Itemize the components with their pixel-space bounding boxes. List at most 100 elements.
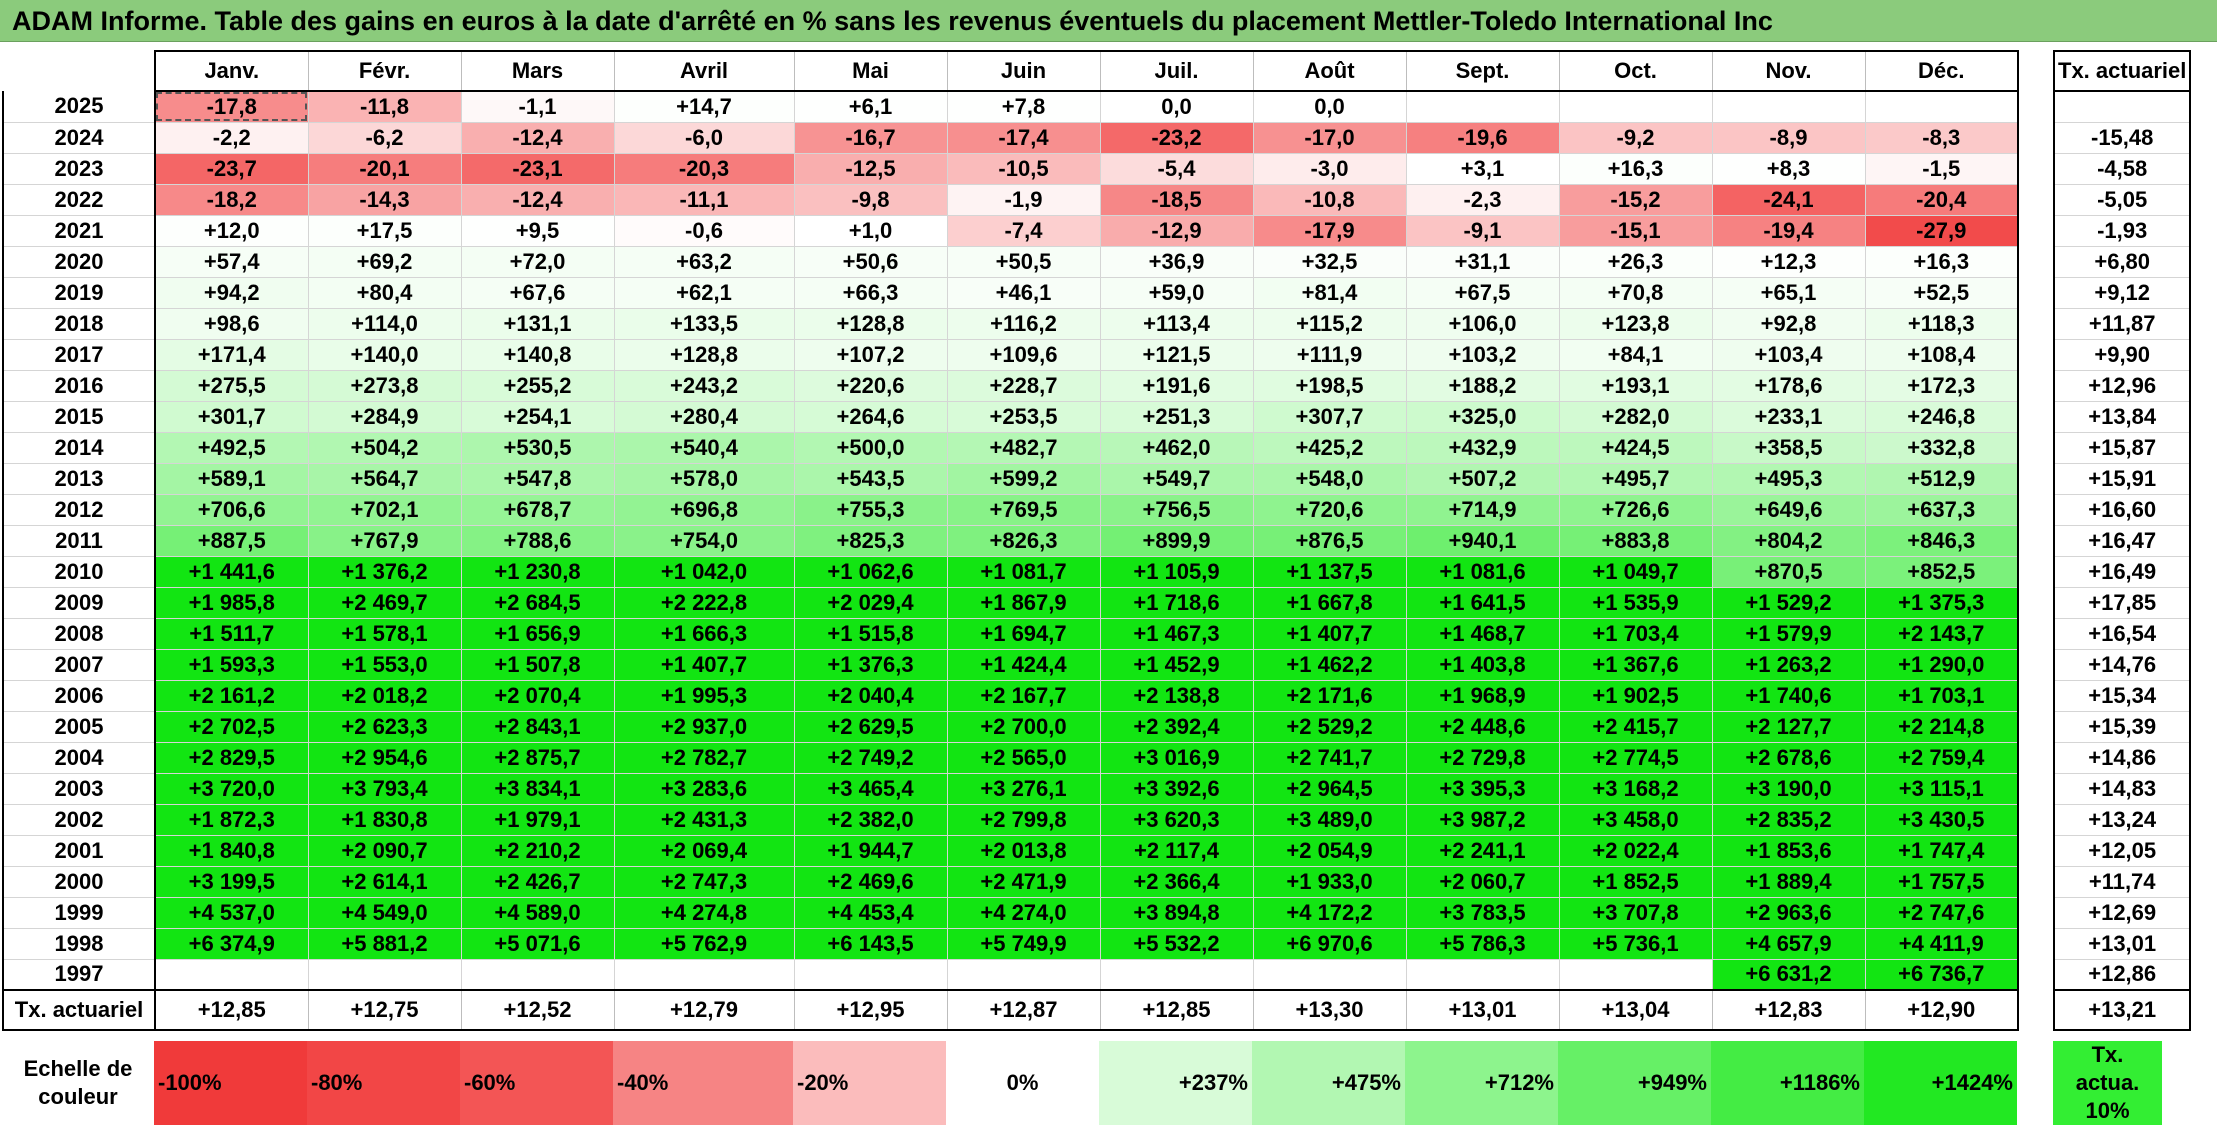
column-gap — [2018, 494, 2054, 525]
gain-cell: +1 853,6 — [1711, 835, 1866, 867]
gain-cell: +726,6 — [1558, 494, 1713, 526]
column-gap — [2018, 990, 2054, 1030]
gain-cell: +251,3 — [1099, 401, 1254, 433]
column-gap — [2018, 897, 2054, 928]
gain-cell: +14,7 — [613, 91, 795, 123]
gain-cell: +220,6 — [793, 370, 948, 402]
gain-cell: -2,2 — [154, 122, 309, 154]
year-cell: 2007 — [2, 649, 156, 681]
year-cell: 2017 — [2, 339, 156, 371]
gain-cell: +3 458,0 — [1558, 804, 1713, 836]
column-gap — [2018, 339, 2054, 370]
column-gap — [2018, 587, 2054, 618]
gain-cell: -19,4 — [1711, 215, 1866, 247]
legend-row: Echelle de couleur -100% -80% -60% -40% -20% 0… — [2, 1041, 2162, 1125]
gain-cell — [1405, 91, 1560, 123]
gain-cell: +301,7 — [154, 401, 309, 433]
annual-rate-cell: +15,87 — [2052, 432, 2192, 464]
gain-cell: +106,0 — [1405, 308, 1560, 340]
gain-cell: +767,9 — [307, 525, 462, 557]
year-cell: 2004 — [2, 742, 156, 774]
gain-cell: +432,9 — [1405, 432, 1560, 464]
gain-cell: +1 553,0 — [307, 649, 462, 681]
gain-cell: +804,2 — [1711, 525, 1866, 557]
legend-step: -100% — [154, 1041, 307, 1125]
gain-cell: +191,6 — [1099, 370, 1254, 402]
column-gap — [2018, 866, 2054, 897]
table-row: 2001 +1 840,8 +2 090,7 +2 210,2 +2 069,4 +1 9… — [2, 835, 2192, 867]
year-cell: 2013 — [2, 463, 156, 495]
legend-step: -80% — [307, 1041, 460, 1125]
column-gap — [2018, 773, 2054, 804]
gain-cell: +59,0 — [1099, 277, 1254, 309]
footer-rate-cell: +12,79 — [613, 989, 795, 1031]
gain-cell: +131,1 — [460, 308, 615, 340]
gain-cell: +72,0 — [460, 246, 615, 278]
month-header: Juil. — [1099, 50, 1254, 92]
gain-cell: +121,5 — [1099, 339, 1254, 371]
table-row: 2022 -18,2 -14,3 -12,4 -11,1 -9,8 -1,9 -18,5 -10… — [2, 184, 2192, 216]
gain-cell: +3 016,9 — [1099, 742, 1254, 774]
gain-cell: +4 172,2 — [1252, 897, 1407, 929]
annual-rate-cell: +14,83 — [2052, 773, 2192, 805]
annual-rate-cell: +16,49 — [2052, 556, 2192, 588]
annual-rate-cell: +13,84 — [2052, 401, 2192, 433]
gain-cell: +1 985,8 — [154, 587, 309, 619]
gain-cell: -14,3 — [307, 184, 462, 216]
legend-label: Echelle de couleur — [23, 1056, 133, 1109]
gain-cell: +2 875,7 — [460, 742, 615, 774]
table-row: 2008 +1 511,7 +1 578,1 +1 656,9 +1 666,3 +1 5… — [2, 618, 2192, 650]
gain-cell: +2 759,4 — [1864, 742, 2019, 774]
gain-cell: +1 666,3 — [613, 618, 795, 650]
gain-cell: +3 190,0 — [1711, 773, 1866, 805]
gain-cell: +264,6 — [793, 401, 948, 433]
gain-cell: -18,5 — [1099, 184, 1254, 216]
gain-cell: +578,0 — [613, 463, 795, 495]
gain-cell: +2 747,3 — [613, 866, 795, 898]
gain-cell: +1 468,7 — [1405, 618, 1560, 650]
gain-cell: +1 902,5 — [1558, 680, 1713, 712]
gain-cell: +3 894,8 — [1099, 897, 1254, 929]
gain-cell: +26,3 — [1558, 246, 1713, 278]
gain-cell: -17,0 — [1252, 122, 1407, 154]
gain-cell: +2 090,7 — [307, 835, 462, 867]
gain-cell: +2 741,7 — [1252, 742, 1407, 774]
gain-cell: +282,0 — [1558, 401, 1713, 433]
gain-cell: +825,3 — [793, 525, 948, 557]
year-cell: 2010 — [2, 556, 156, 588]
table-row: 2013 +589,1 +564,7 +547,8 +578,0 +543,5 +599,2… — [2, 463, 2192, 495]
year-cell: 2005 — [2, 711, 156, 743]
gain-cell: +706,6 — [154, 494, 309, 526]
gain-cell: -11,1 — [613, 184, 795, 216]
gain-cell: +6,1 — [793, 91, 948, 123]
year-cell: 2025 — [2, 91, 156, 123]
gain-cell: +1 452,9 — [1099, 649, 1254, 681]
gain-cell: +3 430,5 — [1864, 804, 2019, 836]
column-gap — [2018, 401, 2054, 432]
gain-cell: +1 290,0 — [1864, 649, 2019, 681]
gain-cell: +3 199,5 — [154, 866, 309, 898]
gain-cell: +8,3 — [1711, 153, 1866, 185]
gain-cell: +243,2 — [613, 370, 795, 402]
table-row: 2011 +887,5 +767,9 +788,6 +754,0 +825,3 +826,3… — [2, 525, 2192, 557]
annual-rate-cell: +17,85 — [2052, 587, 2192, 619]
gain-cell: +1 840,8 — [154, 835, 309, 867]
gain-cell: +92,8 — [1711, 308, 1866, 340]
gain-cell: +846,3 — [1864, 525, 2019, 557]
gain-cell: +6 970,6 — [1252, 928, 1407, 960]
gain-cell: +172,3 — [1864, 370, 2019, 402]
gain-cell: +2 782,7 — [613, 742, 795, 774]
column-gap — [2018, 51, 2054, 91]
gain-cell: +1 579,9 — [1711, 618, 1866, 650]
gain-cell: +4 411,9 — [1864, 928, 2019, 960]
table-row: 2018 +98,6 +114,0 +131,1 +133,5 +128,8 +116,2 +… — [2, 308, 2192, 340]
legend-step: +237% — [1099, 1041, 1252, 1125]
column-gap — [2018, 463, 2054, 494]
gain-cell: +1 867,9 — [946, 587, 1101, 619]
gain-cell: +193,1 — [1558, 370, 1713, 402]
gain-cell: +228,7 — [946, 370, 1101, 402]
gain-cell: +543,5 — [793, 463, 948, 495]
gain-cell: +2 623,3 — [307, 711, 462, 743]
gain-cell: +549,7 — [1099, 463, 1254, 495]
footer-rate-cell: +13,04 — [1558, 989, 1713, 1031]
